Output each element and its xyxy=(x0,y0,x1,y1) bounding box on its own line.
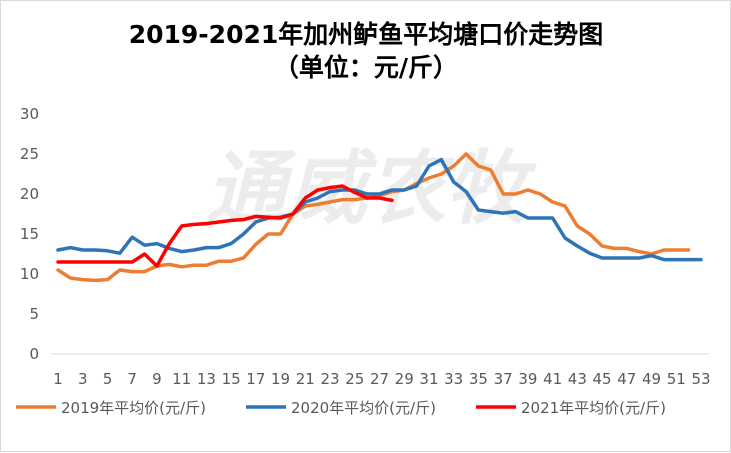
x-tick-label: 23 xyxy=(320,370,339,388)
x-tick-label: 43 xyxy=(568,370,587,388)
x-tick-label: 17 xyxy=(246,370,265,388)
x-tick-label: 19 xyxy=(271,370,290,388)
y-tick-label: 15 xyxy=(20,225,39,243)
legend-label: 2020年平均价(元/斤) xyxy=(291,399,436,417)
x-tick-label: 45 xyxy=(593,370,612,388)
x-tick-label: 15 xyxy=(222,370,241,388)
y-tick-label: 5 xyxy=(29,305,39,323)
x-tick-label: 49 xyxy=(642,370,661,388)
y-tick-label: 25 xyxy=(20,145,39,163)
x-tick-label: 11 xyxy=(172,370,191,388)
legend-label: 2019年平均价(元/斤) xyxy=(61,399,206,417)
y-tick-label: 20 xyxy=(20,185,39,203)
x-tick-label: 1 xyxy=(53,370,63,388)
x-tick-label: 5 xyxy=(103,370,113,388)
series-line-3 xyxy=(56,184,394,268)
x-tick-label: 7 xyxy=(127,370,137,388)
x-tick-label: 33 xyxy=(444,370,463,388)
series-lines xyxy=(56,152,703,283)
x-tick-label: 25 xyxy=(345,370,364,388)
x-tick-label: 29 xyxy=(395,370,414,388)
legend-label: 2021年平均价(元/斤) xyxy=(521,399,666,417)
chart-subtitle: （单位：元/斤） xyxy=(274,53,458,82)
x-tick-label: 9 xyxy=(152,370,162,388)
x-axis-ticks: 1 3 5 7 9 11 13 15 17 19 21 23 25 27 29 31 33 35 37 39 41 43 4… xyxy=(53,370,710,388)
chart-title: 2019-2021年加州鲈鱼平均塘口价走势图 xyxy=(129,20,604,49)
x-tick-label: 53 xyxy=(691,370,710,388)
x-tick-label: 31 xyxy=(419,370,438,388)
legend: 2019年平均价(元/斤) 2020年平均价(元/斤) 2021年平均价(元/斤) xyxy=(16,399,666,417)
x-tick-label: 35 xyxy=(469,370,488,388)
x-tick-label: 3 xyxy=(78,370,88,388)
y-axis-ticks: 0 5 10 15 20 25 30 xyxy=(20,105,39,363)
x-tick-label: 39 xyxy=(518,370,537,388)
y-tick-label: 30 xyxy=(20,105,39,123)
x-tick-label: 37 xyxy=(494,370,513,388)
x-tick-label: 27 xyxy=(370,370,389,388)
x-tick-label: 13 xyxy=(197,370,216,388)
series-line-2 xyxy=(56,157,703,262)
x-tick-label: 21 xyxy=(296,370,315,388)
y-tick-label: 0 xyxy=(29,345,39,363)
x-tick-label: 41 xyxy=(543,370,562,388)
x-tick-label: 51 xyxy=(667,370,686,388)
y-tick-label: 10 xyxy=(20,265,39,283)
x-tick-label: 47 xyxy=(617,370,636,388)
